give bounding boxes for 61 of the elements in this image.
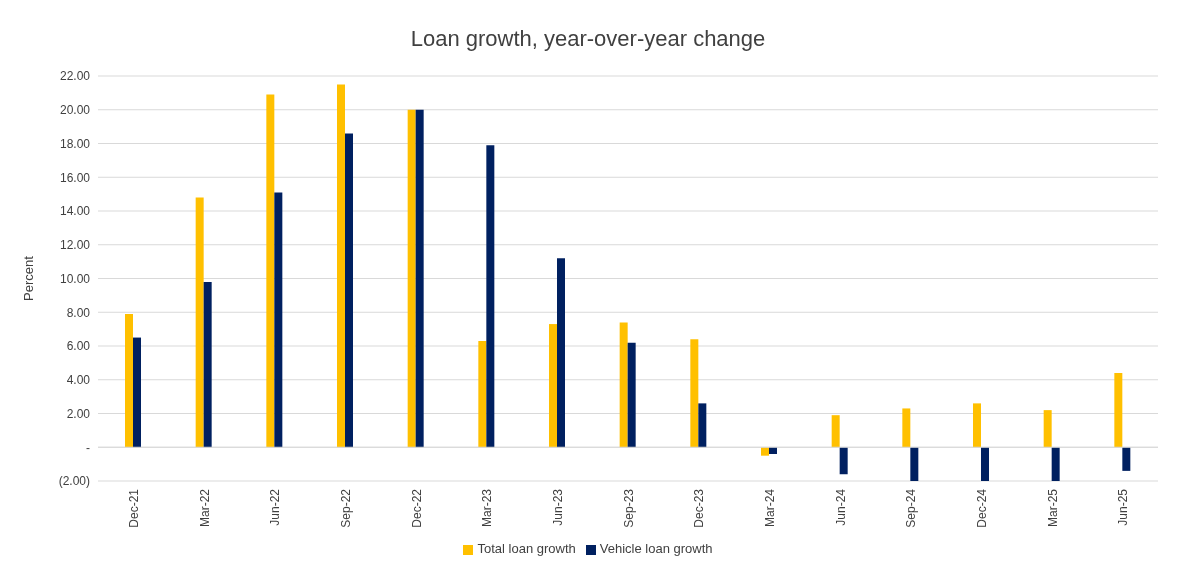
x-tick-label: Sep-24 xyxy=(904,488,919,528)
bar xyxy=(973,403,981,448)
y-tick-label: 2.00 xyxy=(66,406,91,421)
bar xyxy=(839,447,848,475)
x-tick-label: Mar-23 xyxy=(480,488,495,528)
x-tick-label: Dec-22 xyxy=(409,488,424,528)
bar xyxy=(415,109,424,448)
bar xyxy=(557,258,565,448)
bar xyxy=(486,145,495,448)
bar xyxy=(981,447,989,481)
x-tick-label: Sep-22 xyxy=(338,488,353,528)
bar xyxy=(627,342,636,448)
bar xyxy=(910,447,919,481)
x-tick-label: Sep-23 xyxy=(621,488,636,528)
bar xyxy=(1114,373,1123,448)
bar xyxy=(831,415,840,448)
x-tick-label: Dec-24 xyxy=(974,488,989,528)
bar xyxy=(902,408,911,448)
y-tick-label: 10.00 xyxy=(59,271,91,286)
bar xyxy=(274,192,283,448)
bar xyxy=(690,339,699,448)
y-tick-label: 8.00 xyxy=(66,305,91,320)
bar xyxy=(266,94,275,448)
y-tick-label: - xyxy=(86,440,90,455)
x-tick-label: Jun-25 xyxy=(1116,488,1131,526)
x-tick-label: Jun-22 xyxy=(268,488,283,526)
bar xyxy=(125,313,133,448)
bar xyxy=(203,281,212,448)
legend-label: Vehicle loan growth xyxy=(599,541,713,556)
x-tick-label: Dec-23 xyxy=(692,488,707,528)
bar xyxy=(478,340,487,448)
legend-label: Total loan growth xyxy=(477,541,576,556)
bar xyxy=(195,197,204,448)
bar xyxy=(337,84,345,448)
y-axis-title: Percent xyxy=(20,255,36,301)
bar xyxy=(698,403,707,448)
y-tick-label: 6.00 xyxy=(66,339,91,354)
bar xyxy=(1051,447,1060,481)
y-tick-label: 18.00 xyxy=(59,136,91,151)
y-tick-label: (2.00) xyxy=(58,474,90,489)
x-tick-label: Jun-24 xyxy=(833,488,848,526)
bar xyxy=(761,447,769,456)
bar xyxy=(407,109,416,448)
bar xyxy=(619,322,628,448)
y-tick-label: 12.00 xyxy=(59,238,91,253)
x-tick-label: Mar-25 xyxy=(1045,488,1060,528)
bar xyxy=(345,133,353,448)
bar xyxy=(1043,410,1052,448)
x-tick-label: Mar-22 xyxy=(197,488,212,528)
x-tick-label: Mar-24 xyxy=(762,488,777,528)
x-tick-label: Dec-21 xyxy=(126,488,141,528)
bar xyxy=(1122,447,1131,471)
y-tick-label: 4.00 xyxy=(66,373,91,388)
bar xyxy=(133,337,141,448)
chart-title: Loan growth, year-over-year change xyxy=(409,25,767,53)
y-tick-label: 14.00 xyxy=(59,204,91,219)
bar xyxy=(549,324,557,448)
y-tick-label: 22.00 xyxy=(59,69,91,84)
x-tick-label: Jun-23 xyxy=(550,488,565,526)
y-tick-label: 20.00 xyxy=(59,103,91,118)
y-tick-label: 16.00 xyxy=(59,170,91,185)
